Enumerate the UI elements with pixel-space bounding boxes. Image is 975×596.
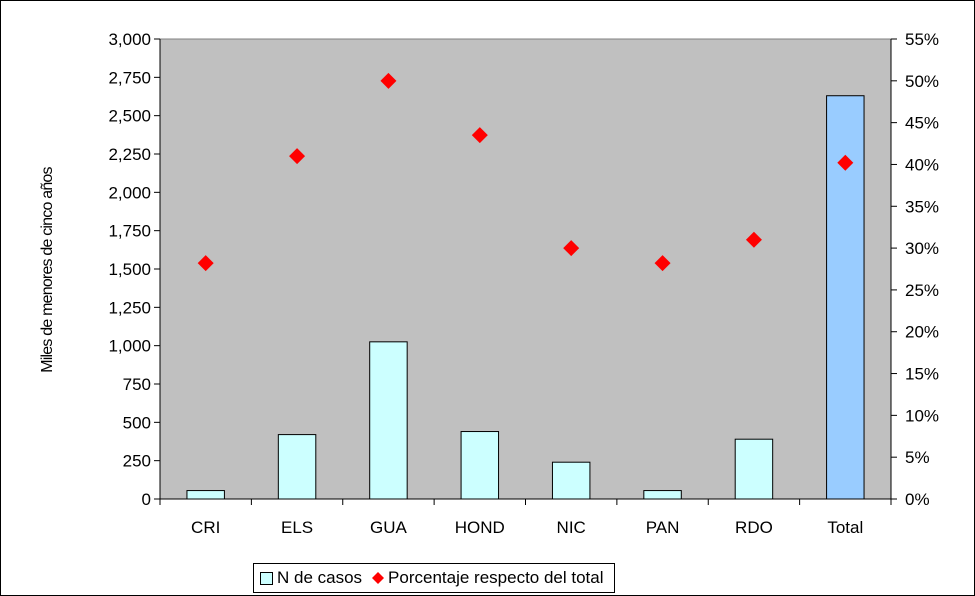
bar [369,341,408,500]
bar [186,490,225,500]
right-tick-label: 25% [905,281,939,300]
legend-bar-swatch [260,571,273,585]
left-tick-label: 2,750 [108,68,151,87]
left-tick-label: 1,500 [108,260,151,279]
category-label: GUA [370,518,408,537]
left-tick-label: 1,750 [108,222,151,241]
right-tick-label: 15% [905,365,939,384]
category-label: NIC [557,518,586,537]
bar [551,461,591,500]
right-tick-label: 30% [905,239,939,258]
legend-item-markers: Porcentaje respecto del total [372,568,604,588]
legend-item-bars: N de casos [260,568,362,588]
left-tick-label: 3,000 [108,30,151,49]
marker [837,154,854,171]
category-label: CRI [191,518,220,537]
plot-area: 0 250 500 750 1,000 1,250 1,500 1,750 2,000 2,250… [108,30,939,537]
left-tick-label: 2,250 [108,145,151,164]
left-tick-label: 2,000 [108,183,151,202]
left-tick-label: 750 [123,375,151,394]
bar [460,431,500,500]
left-tick-label: 0 [142,490,151,509]
right-tick-label: 55% [905,30,939,49]
right-tick-label: 10% [905,406,939,425]
left-tick-label: 500 [123,413,151,432]
legend-diamond-swatch [372,572,385,584]
right-tick-label: 50% [905,72,939,91]
left-tick-label: 1,250 [108,298,151,317]
category-label: HOND [455,518,505,537]
marker [380,72,397,89]
marker [654,255,671,272]
marker [197,255,214,272]
legend-label-markers: Porcentaje respecto del total [388,568,604,587]
category-label: RDO [735,518,773,537]
right-tick-label: 0% [905,490,930,509]
legend-label-bars: N de casos [277,568,363,587]
category-label: PAN [646,518,680,537]
left-tick-label: 2,500 [108,107,151,126]
left-tick-label: 250 [123,452,151,471]
bar [734,438,774,500]
right-tick-label: 45% [905,114,939,133]
marker [745,231,762,248]
right-tick-label: 20% [905,323,939,342]
y-axis-label: Miles de menores de cinco años [39,166,56,372]
plot-background [159,38,892,500]
marker [563,240,580,257]
marker [289,148,306,165]
right-tick-label: 35% [905,197,939,216]
category-label: Total [827,518,863,537]
marker [471,127,488,144]
left-tick-label: 1,000 [108,337,151,356]
right-tick-label: 5% [905,448,930,467]
bar [643,490,682,500]
bar [277,434,317,500]
category-label: ELS [281,518,313,537]
right-tick-label: 40% [905,155,939,174]
legend: N de casos Porcentaje respecto del total [253,563,615,593]
